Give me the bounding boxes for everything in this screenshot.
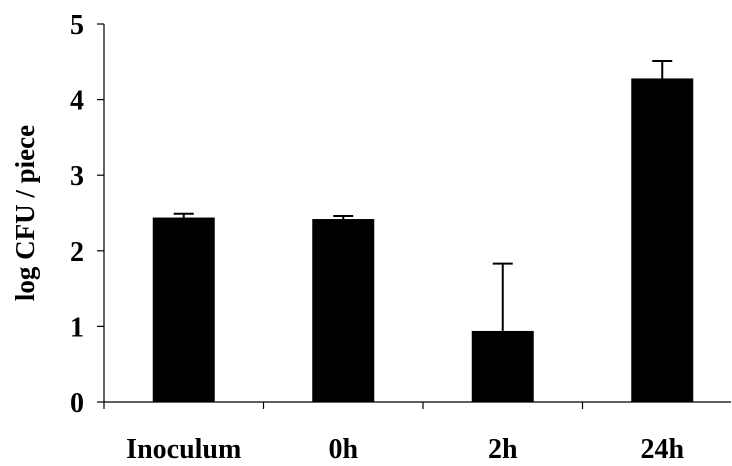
- bar: [471, 330, 534, 402]
- x-tick-label: 24h: [640, 434, 684, 465]
- y-tick-label: 0: [70, 388, 84, 419]
- y-tick-label: 2: [70, 237, 84, 268]
- y-axis-title: log CFU / piece: [10, 125, 40, 301]
- error-bars: [173, 60, 673, 331]
- x-tick-label: 2h: [488, 434, 518, 465]
- y-tick-label: 4: [70, 86, 84, 117]
- bar: [631, 78, 694, 402]
- x-tick-labels: Inoculum 0h 2h 24h: [126, 434, 684, 465]
- y-ticks: 0 1 2 3 4 5: [70, 10, 104, 419]
- x-tick-label: Inoculum: [126, 434, 241, 465]
- bar: [152, 217, 215, 402]
- x-tick-label: 0h: [328, 434, 358, 465]
- bars: [152, 78, 694, 402]
- y-tick-label: 1: [70, 312, 84, 343]
- y-tick-label: 3: [70, 161, 84, 192]
- bar: [312, 219, 375, 402]
- y-tick-label: 5: [70, 10, 84, 41]
